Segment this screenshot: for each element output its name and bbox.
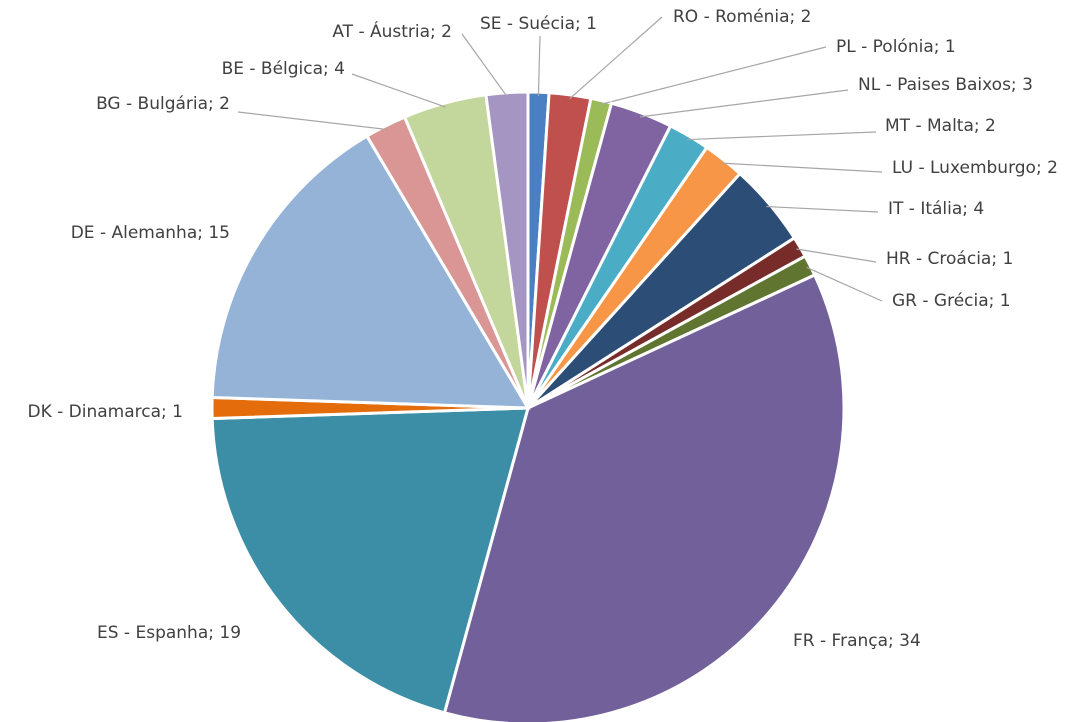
data-label: GR - Grécia; 1 — [892, 291, 1011, 311]
data-label: PL - Polónia; 1 — [836, 37, 956, 57]
leader-line — [640, 89, 849, 118]
data-label: AT - Áustria; 2 — [332, 20, 452, 42]
data-label: IT - Itália; 4 — [888, 199, 984, 219]
pie-slice — [442, 272, 846, 722]
leader-line — [721, 162, 883, 173]
pie-slice — [210, 134, 531, 410]
data-label: DE - Alemanha; 15 — [71, 223, 230, 243]
data-label: BE - Bélgica; 4 — [222, 59, 345, 79]
data-label: HR - Croácia; 1 — [886, 249, 1013, 269]
leader-line — [461, 33, 508, 98]
leader-line — [766, 205, 879, 213]
pie-slice — [210, 406, 530, 715]
leader-line — [600, 46, 827, 106]
data-label: NL - Paises Baixos; 3 — [858, 75, 1033, 95]
leader-line — [351, 73, 446, 108]
pie-slice — [484, 90, 530, 409]
data-label: MT - Malta; 2 — [885, 116, 996, 136]
leader-line — [569, 16, 663, 100]
data-label: FR - França; 34 — [793, 631, 921, 651]
leader-line — [806, 266, 883, 302]
leader-line — [237, 111, 388, 131]
leader-line — [796, 248, 877, 263]
data-label: LU - Luxemburgo; 2 — [892, 158, 1058, 178]
data-label: BG - Bulgária; 2 — [96, 94, 230, 114]
data-label: RO - Roménia; 2 — [673, 7, 811, 27]
data-label: DK - Dinamarca; 1 — [28, 402, 184, 422]
data-label: ES - Espanha; 19 — [97, 623, 241, 643]
leader-line — [686, 131, 877, 141]
data-label: SE - Suécia; 1 — [480, 14, 597, 34]
leader-line — [537, 35, 541, 97]
